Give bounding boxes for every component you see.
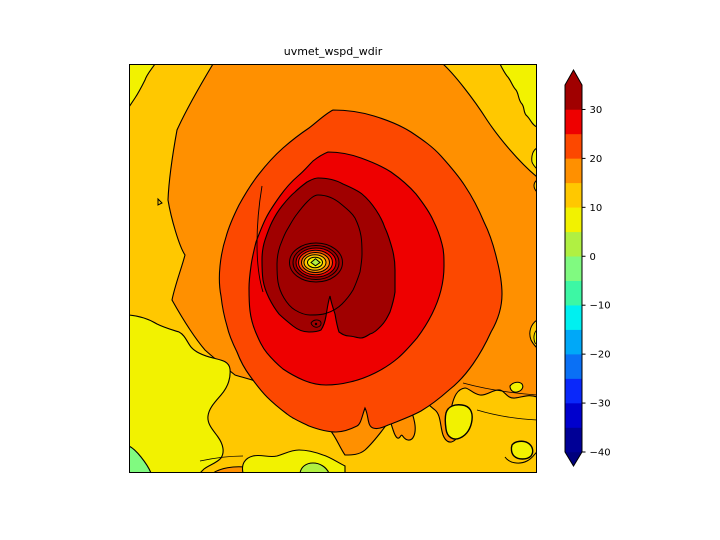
contour-region-green-bottom-left xyxy=(129,445,152,473)
colorbar-segment xyxy=(565,256,582,281)
contour-line-small-loop xyxy=(310,319,322,328)
contour-line-thin-bottom xyxy=(199,455,244,462)
contour-line-thin-br-2 xyxy=(476,409,537,421)
colorbar-segment xyxy=(565,329,582,355)
colorbar-segment xyxy=(565,109,582,135)
colorbar-under-arrow xyxy=(565,452,582,466)
colorbar-tick-label: 30 xyxy=(590,105,603,116)
colorbar-segment xyxy=(565,133,582,159)
contour-region-yellow-top-left xyxy=(129,64,156,108)
eye-ring-2 xyxy=(292,245,340,280)
colorbar-segment xyxy=(565,304,582,330)
colorbar-tick-label: −30 xyxy=(590,399,611,410)
contour-map xyxy=(129,64,537,473)
colorbar-svg: 30 20 10 0 −10 −20 −30 −40 xyxy=(564,68,611,467)
contour-region-island-c xyxy=(509,381,524,393)
contour-line-red-fold xyxy=(256,185,264,293)
colorbar-segment xyxy=(565,427,582,453)
axes-frame xyxy=(129,64,537,473)
colorbar-tick-label: −20 xyxy=(590,350,611,361)
colorbar-segment xyxy=(565,280,582,306)
contour-region-island-b xyxy=(510,440,534,460)
contour-region-green-bottom-center xyxy=(299,462,330,473)
eye-ring-outer xyxy=(289,242,343,283)
contour-line-tiny-mark xyxy=(157,197,163,206)
contour-region-yellow-bottom-left xyxy=(129,314,231,473)
colorbar-segment xyxy=(565,158,582,184)
contour-dot xyxy=(314,322,318,326)
colorbar-segment xyxy=(565,353,582,379)
contour-region-yellow-sliver-right xyxy=(531,147,537,170)
eye-center-minimum xyxy=(310,258,321,267)
contour-line-35 xyxy=(276,194,363,316)
colorbar-segment xyxy=(565,231,582,257)
colorbar-tick-label: 20 xyxy=(590,154,603,165)
colorbar-tick-label: −40 xyxy=(590,448,611,459)
colorbar-segment xyxy=(565,402,582,428)
colorbar-segment xyxy=(565,207,582,233)
colorbar-tick-label: 10 xyxy=(590,203,603,214)
plot-title: uvmet_wspd_wdir xyxy=(283,45,383,58)
colorbar-tick-label: 0 xyxy=(590,252,596,263)
colorbar-outline xyxy=(564,68,583,467)
colorbar-segment xyxy=(565,182,582,208)
colorbar-segment xyxy=(565,84,582,110)
contour-line-thin-br-hook xyxy=(504,451,537,464)
colorbar-over-arrow xyxy=(565,70,582,85)
contour-region-yellow-top-right xyxy=(499,64,537,128)
contour-region-island-a xyxy=(444,404,473,440)
colorbar-tick-label: −10 xyxy=(590,301,611,312)
contour-line-thin-br-1 xyxy=(462,382,537,396)
colorbar-segment xyxy=(565,378,582,404)
storm-eye xyxy=(289,242,343,283)
